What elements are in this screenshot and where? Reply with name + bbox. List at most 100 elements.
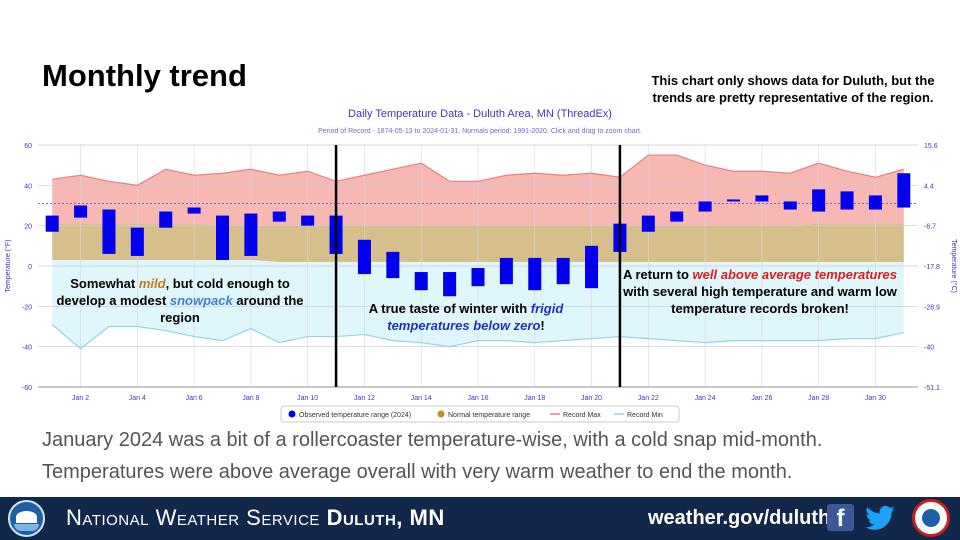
annotation-segment: well above average temperatures [692, 267, 898, 282]
y-axis-label-right: Temperature (°C) [950, 239, 958, 293]
slide-caption: January 2024 was a bit of a rollercoaste… [42, 429, 823, 483]
observed-range-bar [187, 207, 201, 214]
x-tick-label: Jan 12 [354, 395, 375, 402]
y-tick-label: -60 [22, 385, 32, 392]
observed-range-bar [698, 201, 712, 212]
x-tick-label: Jan 4 [129, 395, 146, 402]
record-min-line [51, 324, 904, 350]
annotation-2: A true taste of winter with frigid tempe… [346, 300, 586, 334]
observed-range-bar [641, 215, 655, 232]
annotation-3: A return to well above average temperatu… [615, 266, 905, 317]
observed-range-bar [812, 189, 826, 212]
footer-org-office: Duluth, MN [326, 505, 445, 530]
x-tick-label: Jan 16 [467, 395, 488, 402]
x-tick-label: Jan 24 [695, 395, 716, 402]
annotation-text: A return to well above average temperatu… [615, 266, 905, 317]
observed-range-bar [244, 213, 258, 256]
annotation-segment: mild [138, 276, 166, 291]
x-tick-label: Jan 18 [524, 395, 545, 402]
legend-record-max-label: Record Max [563, 412, 601, 419]
footer-url-link[interactable]: weather.gov/duluth [648, 507, 831, 529]
annotation-text: Somewhat mild, but cold enough to develo… [50, 275, 310, 326]
x-tick-label: Jan 10 [297, 395, 318, 402]
observed-range-bar [528, 257, 542, 291]
y-tick-label-right: 4.4 [924, 183, 934, 190]
legend-normal-marker [437, 410, 445, 418]
noaa-logo-icon [8, 500, 45, 537]
footer-org-prefix: National Weather Service [66, 505, 320, 530]
annotation-segment: snowpack [169, 293, 233, 308]
y-tick-label-right: -6.7 [924, 224, 936, 231]
annotation-segment: A true taste of winter with [368, 301, 531, 316]
annotation-segment: ! [540, 318, 545, 333]
observed-range-bar [130, 227, 144, 256]
legend-box [280, 405, 680, 423]
observed-range-bar [272, 211, 286, 222]
annotation-segment: around the region [160, 293, 304, 325]
observed-range-bar [159, 211, 173, 228]
observed-range-bar [102, 209, 116, 254]
y-tick-label-right: -17.8 [924, 264, 940, 271]
twitter-icon[interactable] [864, 502, 896, 534]
observed-range-bar [897, 173, 911, 208]
footer-bar: National Weather Service Duluth, MN weat… [0, 497, 960, 540]
x-tick-label: Jan 28 [808, 395, 829, 402]
chart-title: Daily Temperature Data - Duluth Area, MN… [348, 108, 612, 120]
record-max-line [52, 154, 904, 186]
x-tick-label: Jan 8 [242, 395, 259, 402]
x-tick-label: Jan 14 [411, 395, 432, 402]
observed-range-bar [783, 201, 797, 210]
annotation-1: Somewhat mild, but cold enough to develo… [50, 275, 310, 326]
x-tick-label: Jan 20 [581, 395, 602, 402]
observed-range-bar [670, 211, 684, 222]
legend-record-min-label: Record Min [627, 412, 663, 419]
chart-note: This chart only shows data for Duluth, b… [651, 73, 935, 105]
y-tick-label-right: -51.1 [924, 385, 940, 392]
facebook-icon[interactable]: f [827, 504, 854, 532]
annotation-segment: with several high temperature and warm l… [623, 284, 897, 316]
y-tick-label: 0 [28, 264, 32, 271]
observed-range-bar [585, 245, 599, 289]
y-tick-label: 60 [24, 143, 32, 150]
y-tick-label: -40 [22, 345, 32, 352]
footer-organization: National Weather Service Duluth, MN [66, 505, 445, 531]
y-tick-label-right: -28.9 [924, 304, 940, 311]
temperature-chart: Daily Temperature Data - Duluth Area, MN… [4, 108, 958, 423]
nws-logo-icon [912, 499, 950, 537]
annotation-segment: Somewhat [70, 276, 139, 291]
observed-range-bar [755, 195, 769, 202]
observed-range-bar [357, 239, 371, 275]
x-tick-label: Jan 26 [751, 395, 772, 402]
observed-range-bar [840, 191, 854, 210]
observed-range-bar [301, 215, 315, 226]
annotation-segment: frigid temperatures below zero [387, 301, 564, 333]
y-axis-label: Temperature (°F) [4, 240, 12, 293]
chart-subtitle: Period of Record - 1874-05-13 to 2024-01… [318, 128, 642, 135]
y-tick-label-right: -40 [924, 345, 934, 352]
y-tick-label: 20 [24, 224, 32, 231]
y-tick-label: 40 [24, 183, 32, 190]
legend-normal-label: Normal temperature range [448, 412, 530, 419]
observed-range-bar [414, 272, 428, 291]
x-tick-label: Jan 30 [865, 395, 886, 402]
observed-range-bar [74, 205, 88, 218]
legend-observed-marker [288, 410, 296, 418]
observed-range-bar [868, 195, 882, 210]
x-tick-label: Jan 6 [186, 395, 203, 402]
observed-range-bar [45, 215, 59, 232]
y-tick-label-right: 15.6 [924, 143, 938, 150]
annotation-segment: A return to [622, 267, 693, 282]
observed-range-bar [499, 257, 513, 285]
x-tick-label: Jan 22 [638, 395, 659, 402]
observed-range-bar [386, 251, 400, 279]
slide-title: Monthly trend [42, 58, 247, 93]
y-tick-label: -20 [22, 304, 32, 311]
observed-range-bar [726, 199, 740, 202]
annotation-segment: , but cold enough to develop a modest [56, 276, 290, 308]
annotation-text: A true taste of winter with frigid tempe… [346, 300, 586, 334]
x-tick-label: Jan 2 [72, 395, 89, 402]
observed-range-bar [216, 215, 230, 260]
observed-range-bar [556, 257, 570, 285]
observed-range-bar [471, 268, 485, 287]
legend-observed-label: Observed temperature range (2024) [299, 412, 411, 419]
